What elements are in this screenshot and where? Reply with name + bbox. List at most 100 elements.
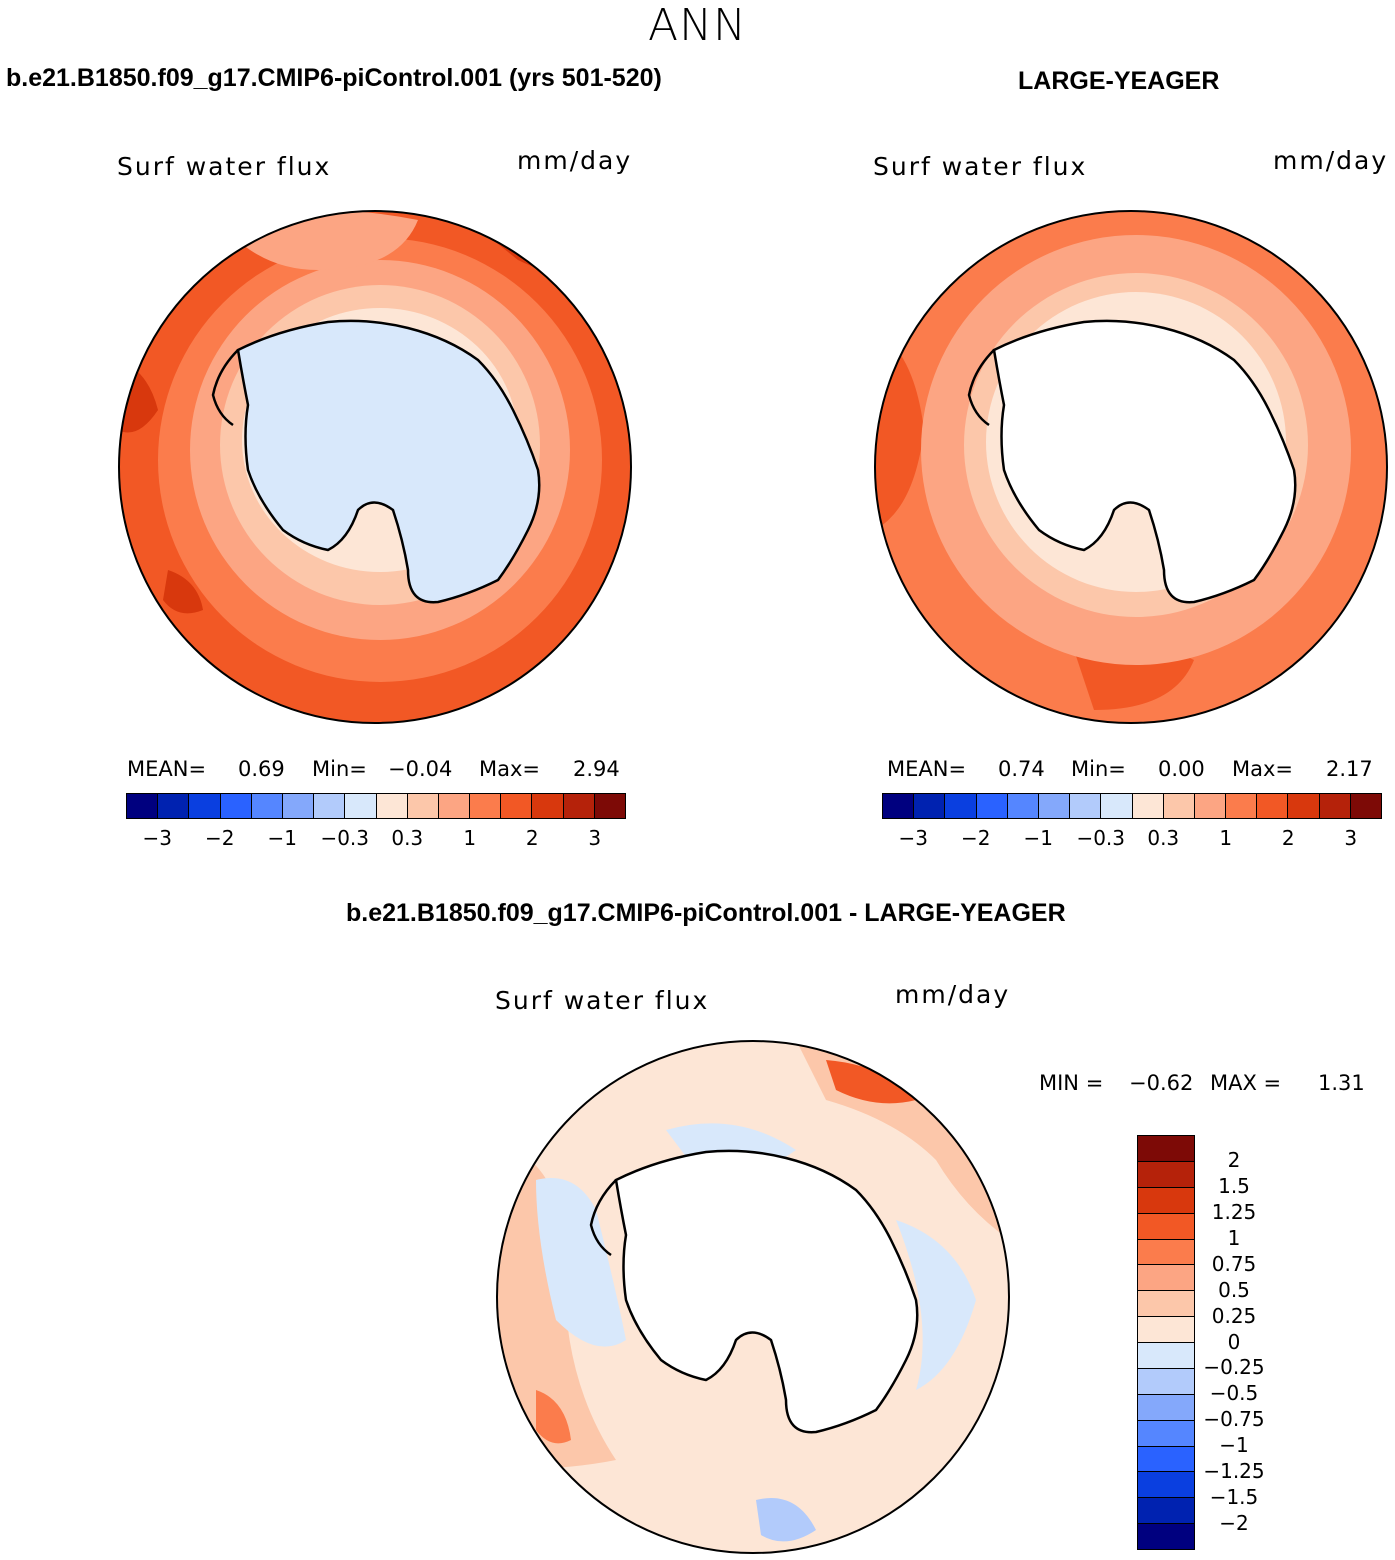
right-min-value: 0.00: [1158, 757, 1205, 781]
diff-peninsula: [589, 1179, 617, 1257]
left-colorbar-tick: −3: [142, 826, 172, 850]
right-mean-value: 0.74: [998, 757, 1045, 781]
right-min-label: Min=: [1071, 757, 1126, 781]
diff-colorbar: [1137, 1135, 1195, 1550]
colorbar-swatch: [1138, 1394, 1194, 1421]
right-coastline: [992, 319, 1297, 604]
colorbar-swatch: [1138, 1343, 1194, 1369]
diff-map-patch: [536, 1178, 626, 1347]
diff-map-patch: [826, 1060, 916, 1104]
diff-colorbar-tick: 0.5: [1218, 1277, 1250, 1302]
colorbar-swatch: [976, 794, 1008, 818]
diff-colorbar-tick: −0.5: [1209, 1381, 1259, 1406]
colorbar-swatch: [1350, 794, 1381, 818]
colorbar-swatch: [532, 794, 564, 818]
right-colorbar: [882, 793, 1382, 819]
colorbar-swatch: [220, 794, 252, 818]
colorbar-swatch: [470, 794, 502, 818]
left-min-value: −0.04: [388, 757, 453, 781]
right-max-label: Max=: [1232, 757, 1294, 781]
colorbar-swatch: [1132, 794, 1164, 818]
diff-colorbar-tick: −0.25: [1203, 1355, 1265, 1380]
diff-case-title: b.e21.B1850.f09_g17.CMIP6-piControl.001 …: [346, 899, 1066, 927]
diff-colorbar-tick: −1.25: [1203, 1459, 1265, 1484]
colorbar-swatch: [127, 794, 159, 818]
diff-map-land: [616, 1150, 918, 1433]
left-map-land: [238, 320, 540, 603]
diff-colorbar-tick: 0: [1227, 1329, 1241, 1354]
colorbar-swatch: [1138, 1161, 1194, 1188]
diff-units-label: mm/day: [895, 980, 1011, 1009]
colorbar-swatch: [1138, 1265, 1194, 1292]
left-case-title: b.e21.B1850.f09_g17.CMIP6-piControl.001 …: [6, 64, 662, 92]
left-colorbar: [126, 793, 626, 819]
left-variable-label: Surf water flux: [117, 152, 332, 181]
diff-colorbar-tick: 0.75: [1211, 1251, 1257, 1276]
colorbar-swatch: [282, 794, 315, 818]
colorbar-swatch: [376, 794, 408, 818]
colorbar-swatch: [438, 794, 471, 818]
colorbar-swatch: [1138, 1498, 1194, 1525]
colorbar-swatch: [345, 794, 377, 818]
right-colorbar-tick: −1: [1023, 826, 1053, 850]
right-colorbar-tick: 2: [1281, 826, 1295, 850]
diff-coastline: [614, 1149, 919, 1434]
left-peninsula: [211, 349, 239, 427]
diff-colorbar-tick: −1: [1219, 1433, 1249, 1458]
colorbar-swatch: [158, 794, 190, 818]
diff-max-label: MAX =: [1210, 1071, 1282, 1095]
left-colorbar-tick: 3: [588, 826, 602, 850]
colorbar-swatch: [1226, 794, 1258, 818]
colorbar-swatch: [1138, 1368, 1194, 1395]
right-peninsula: [967, 349, 995, 427]
right-colorbar-tick: 3: [1344, 826, 1358, 850]
left-min-label: Min=: [312, 757, 367, 781]
right-colorbar-tick: 0.3: [1147, 826, 1180, 850]
left-colorbar-tick: −1: [267, 826, 297, 850]
diff-colorbar-tick: 1: [1227, 1225, 1241, 1250]
colorbar-swatch: [1138, 1317, 1194, 1343]
diff-colorbar-tick: 0.25: [1211, 1303, 1257, 1328]
right-max-value: 2.17: [1326, 757, 1373, 781]
colorbar-swatch: [563, 794, 595, 818]
colorbar-swatch: [1070, 794, 1102, 818]
colorbar-swatch: [1138, 1472, 1194, 1499]
colorbar-swatch: [1257, 794, 1289, 818]
colorbar-swatch: [1007, 794, 1039, 818]
main-title: ANN: [648, 0, 747, 51]
colorbar-swatch: [1288, 794, 1320, 818]
left-colorbar-tick: 0.3: [391, 826, 424, 850]
colorbar-swatch: [1138, 1239, 1194, 1266]
colorbar-swatch: [1138, 1213, 1194, 1240]
colorbar-swatch: [1101, 794, 1133, 818]
diff-min-value: −0.62: [1129, 1071, 1194, 1095]
colorbar-swatch: [1138, 1524, 1194, 1549]
diff-variable-label: Surf water flux: [495, 986, 710, 1015]
colorbar-swatch: [314, 794, 346, 818]
diff-map-patch: [536, 1390, 571, 1444]
diff-colorbar-tick: −0.75: [1203, 1407, 1265, 1432]
right-case-title: LARGE-YEAGER: [1018, 67, 1220, 95]
left-map-patch: [163, 570, 203, 614]
diff-min-label: MIN =: [1039, 1071, 1104, 1095]
left-colorbar-tick: −0.3: [320, 826, 370, 850]
colorbar-swatch: [914, 794, 946, 818]
left-colorbar-tick: 2: [525, 826, 539, 850]
right-mean-label: MEAN=: [887, 757, 967, 781]
diff-colorbar-tick: 1.5: [1218, 1173, 1250, 1198]
colorbar-swatch: [1194, 794, 1227, 818]
colorbar-swatch: [1138, 1187, 1194, 1214]
diff-polar-map: [496, 1040, 1010, 1554]
colorbar-swatch: [945, 794, 977, 818]
colorbar-swatch: [883, 794, 915, 818]
colorbar-swatch: [251, 794, 283, 818]
colorbar-swatch: [1138, 1420, 1194, 1447]
right-colorbar-tick: −2: [961, 826, 991, 850]
left-units-label: mm/day: [517, 146, 633, 175]
right-colorbar-tick: 1: [1219, 826, 1233, 850]
colorbar-swatch: [501, 794, 533, 818]
diff-colorbar-tick: 2: [1227, 1147, 1241, 1172]
colorbar-swatch: [1038, 794, 1071, 818]
colorbar-swatch: [1138, 1136, 1194, 1162]
colorbar-swatch: [1138, 1291, 1194, 1318]
